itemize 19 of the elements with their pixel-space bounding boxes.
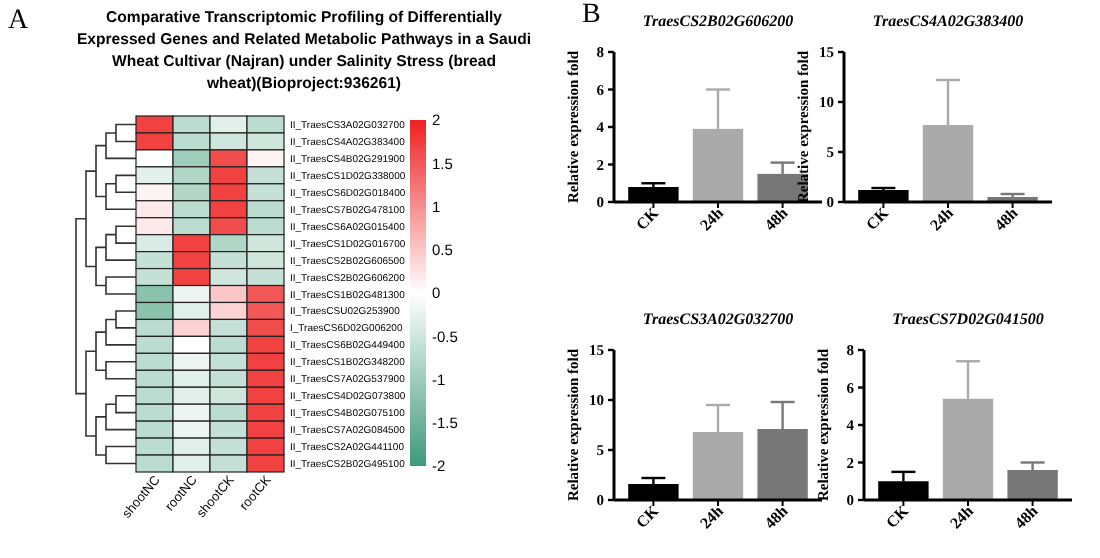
- x-tick-label: CK: [632, 501, 664, 532]
- text: A: [8, 6, 30, 36]
- x-tick-label: 48h: [761, 203, 793, 235]
- x-tick-label: 24h: [926, 203, 958, 235]
- chart-title: TraesCS7D02G041500: [892, 310, 1044, 328]
- x-tick-label: 48h: [761, 501, 793, 533]
- chart-title: TraesCS2B02G606200: [642, 12, 794, 30]
- chart-title: TraesCS3A02G032700: [642, 310, 794, 328]
- x-tick-label: CK: [632, 203, 664, 234]
- chart-title: TraesCS4A02G383400: [872, 12, 1024, 30]
- x-tick-label: 48h: [991, 203, 1023, 235]
- x-tick-label: 24h: [946, 501, 978, 533]
- x-tick-label: 24h: [696, 501, 728, 533]
- x-tick-label: CK: [882, 501, 914, 532]
- x-tick-label: 24h: [696, 203, 728, 235]
- bar: [1007, 470, 1058, 500]
- text: B: [582, 0, 601, 30]
- x-tick-label: CK: [862, 203, 894, 234]
- x-tick-label: 48h: [1011, 501, 1043, 533]
